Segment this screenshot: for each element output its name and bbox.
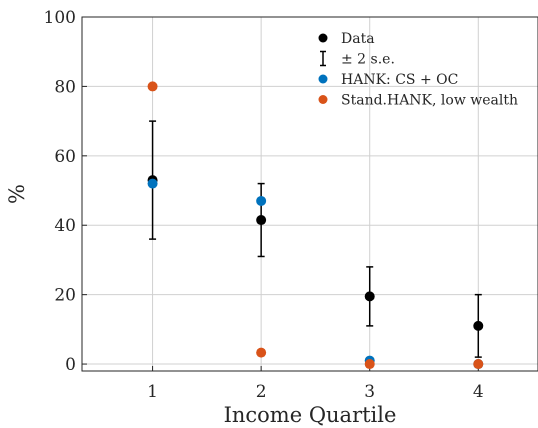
y-tick-label: 0: [65, 355, 76, 375]
legend-item: Data: [318, 31, 375, 47]
legend-item: ± 2 s.e.: [320, 50, 395, 68]
x-tick-label: 4: [473, 382, 484, 402]
data-marks: [147, 81, 484, 370]
y-tick-label: 100: [44, 8, 76, 28]
point-data: [364, 291, 375, 302]
x-tick-label: 2: [256, 382, 267, 402]
y-tick-label: 60: [54, 147, 76, 167]
point-stand-hank-low-wealth: [364, 359, 375, 370]
point-data: [473, 320, 484, 331]
point-hank-cs-oc: [147, 178, 158, 189]
legend-marker: [318, 74, 328, 84]
legend-label: ± 2 s.e.: [341, 52, 395, 68]
legend-item: Stand.HANK, low wealth: [318, 93, 518, 109]
y-tick-label: 40: [54, 216, 76, 236]
x-tick-label: 3: [364, 382, 375, 402]
legend-marker: [318, 33, 328, 43]
plot-area: [81, 16, 538, 372]
legend: Data ± 2 s.e. HANK: CS + OC Stand.HANK, low…: [318, 31, 518, 109]
y-tick-label: 20: [54, 286, 76, 306]
y-axis-label: %: [5, 184, 29, 204]
legend-item: HANK: CS + OC: [318, 72, 458, 88]
legend-label: HANK: CS + OC: [341, 72, 458, 88]
grid: [82, 16, 538, 371]
point-hank-cs-oc: [256, 195, 267, 206]
point-stand-hank-low-wealth: [147, 81, 158, 92]
x-axis-label: Income Quartile: [224, 403, 397, 427]
legend-label: Stand.HANK, low wealth: [341, 93, 518, 109]
y-tick-label: 80: [54, 77, 76, 97]
point-stand-hank-low-wealth: [256, 347, 267, 358]
legend-marker: [318, 95, 328, 104]
point-data: [256, 215, 267, 226]
x-tick-label: 1: [147, 382, 158, 402]
legend-label: Data: [341, 31, 375, 47]
point-stand-hank-low-wealth: [473, 359, 484, 370]
